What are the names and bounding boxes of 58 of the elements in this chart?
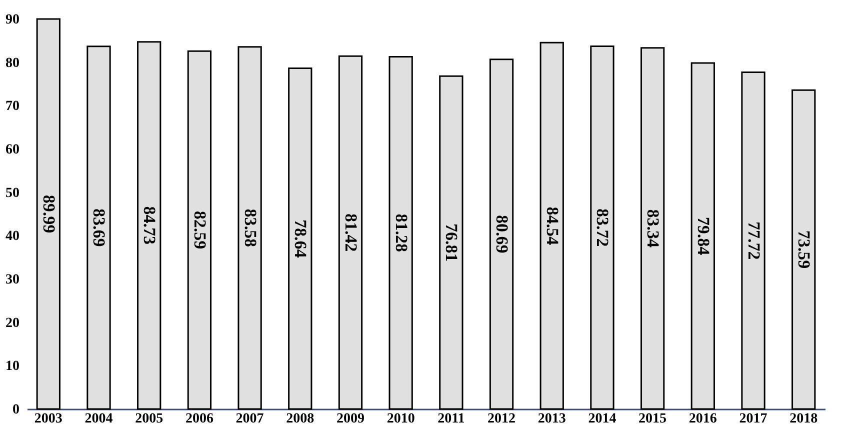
x-tick-label: 2016 (688, 412, 717, 426)
x-tick-label: 2017 (739, 412, 768, 426)
bar (187, 50, 212, 410)
data-label: 81.28 (392, 214, 411, 252)
x-tick-label: 2012 (488, 412, 516, 426)
data-label: 77.72 (744, 221, 764, 260)
y-tick-label: 40 (6, 229, 20, 244)
bar (86, 46, 111, 410)
bar (439, 75, 464, 410)
x-tick-label: 2005 (135, 412, 164, 426)
bar (792, 89, 816, 410)
data-label: 83.58 (240, 208, 260, 248)
bar (540, 42, 564, 410)
data-label: 80.69 (492, 215, 512, 254)
data-label: 89.99 (39, 194, 58, 234)
y-tick-label: 60 (6, 142, 20, 158)
bar (690, 62, 715, 410)
y-tick-label: 70 (6, 99, 20, 114)
bar (36, 18, 60, 410)
x-tick-label: 2006 (185, 412, 214, 426)
bar (590, 45, 614, 410)
data-label: 83.72 (593, 208, 612, 247)
y-tick-label: 20 (6, 316, 20, 331)
bar (388, 56, 413, 410)
data-label: 78.64 (291, 219, 310, 258)
x-tick-label: 2004 (84, 412, 113, 426)
x-tick-label: 2008 (286, 412, 314, 426)
y-tick-label: 0 (12, 402, 20, 418)
y-tick-label: 90 (6, 12, 20, 28)
y-tick-label: 80 (6, 56, 20, 71)
data-label: 81.42 (341, 213, 360, 252)
bar (288, 67, 312, 410)
x-tick-label: 2013 (538, 412, 566, 426)
data-label: 84.73 (140, 206, 160, 245)
bar (238, 46, 262, 410)
data-label: 83.34 (644, 209, 663, 248)
bar (137, 41, 162, 410)
bar (741, 71, 766, 410)
y-tick-label: 10 (6, 359, 20, 374)
x-tick-label: 2014 (588, 412, 616, 426)
data-label: 82.59 (190, 210, 210, 250)
x-tick-label: 2003 (34, 412, 62, 426)
y-tick-label: 30 (6, 272, 20, 288)
x-tick-label: 2009 (336, 412, 364, 426)
data-label: 79.84 (694, 216, 713, 256)
x-tick-label: 2011 (438, 412, 465, 426)
data-label: 84.54 (542, 206, 562, 246)
bar (640, 47, 665, 410)
data-label: 73.59 (794, 230, 814, 269)
x-tick-label: 2010 (386, 412, 415, 426)
x-tick-label: 2018 (790, 412, 818, 426)
bar (338, 55, 363, 410)
x-tick-label: 2007 (236, 412, 264, 426)
data-label: 76.81 (442, 223, 462, 262)
x-tick-label: 2015 (638, 412, 667, 426)
bar (489, 58, 514, 410)
data-label: 83.69 (90, 208, 109, 247)
y-tick-label: 50 (6, 186, 20, 201)
